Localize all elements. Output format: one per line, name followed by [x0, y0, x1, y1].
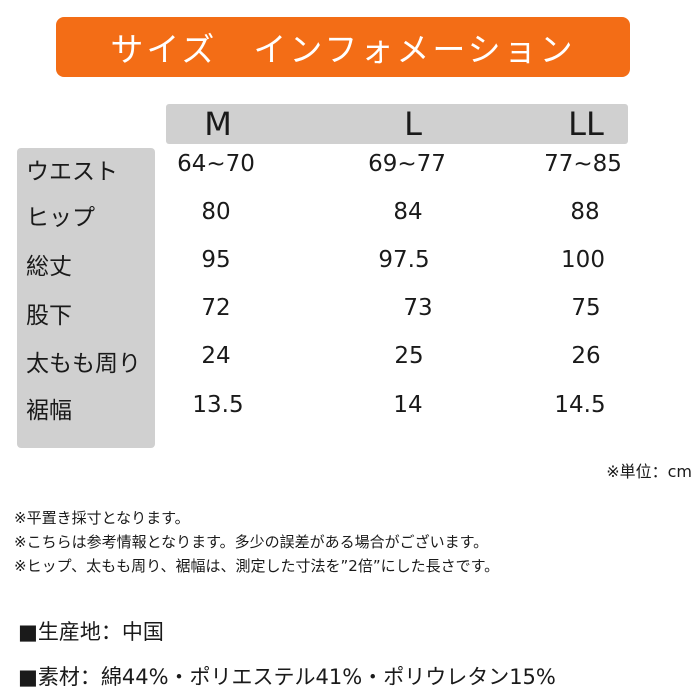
origin-info: ■生産地：中国 [18, 620, 164, 644]
material-info: ■素材：綿44%・ポリエステル41%・ポリウレタン15% [18, 665, 556, 689]
cell-thigh-l: 25 [394, 343, 424, 369]
cell-hem-ll: 14.5 [554, 392, 606, 418]
cell-waist-ll: 77~85 [544, 151, 622, 177]
row-label-thigh: 太もも周り [26, 351, 141, 377]
row-label-hip: ヒップ [26, 205, 95, 231]
size-header-ll: LL [568, 105, 604, 143]
note-flat-measure: ※平置き採寸となります。 [14, 509, 190, 527]
cell-hem-m: 13.5 [192, 392, 244, 418]
cell-length-l: 97.5 [378, 247, 430, 273]
row-label-waist: ウエスト [26, 159, 118, 185]
cell-thigh-ll: 26 [571, 343, 601, 369]
cell-thigh-m: 24 [201, 343, 231, 369]
row-label-inseam: 股下 [26, 303, 72, 329]
banner-title: サイズ インフォメーション [110, 30, 576, 69]
row-label-length: 総丈 [26, 254, 72, 280]
unit-note: ※単位：cm [606, 462, 692, 481]
size-header-bar [166, 104, 628, 144]
size-header-l: L [404, 105, 422, 143]
row-label-hem: 裾幅 [26, 398, 72, 424]
cell-hip-l: 84 [393, 199, 423, 225]
cell-inseam-ll: 75 [571, 295, 601, 321]
cell-length-ll: 100 [561, 247, 605, 273]
cell-hip-ll: 88 [570, 199, 600, 225]
cell-hip-m: 80 [201, 199, 231, 225]
cell-length-m: 95 [201, 247, 231, 273]
note-double: ※ヒップ、太もも周り、裾幅は、測定した寸法を”2倍”にした長さです。 [14, 557, 500, 575]
cell-inseam-m: 72 [201, 295, 231, 321]
cell-waist-l: 69~77 [368, 151, 446, 177]
note-reference: ※こちらは参考情報となります。多少の誤差がある場合がございます。 [14, 533, 489, 551]
size-header-m: M [204, 105, 232, 143]
row-label-panel [17, 148, 155, 448]
cell-waist-m: 64~70 [177, 151, 255, 177]
cell-inseam-l: 73 [403, 295, 433, 321]
cell-hem-l: 14 [393, 392, 423, 418]
title-banner: サイズ インフォメーション [56, 17, 630, 77]
